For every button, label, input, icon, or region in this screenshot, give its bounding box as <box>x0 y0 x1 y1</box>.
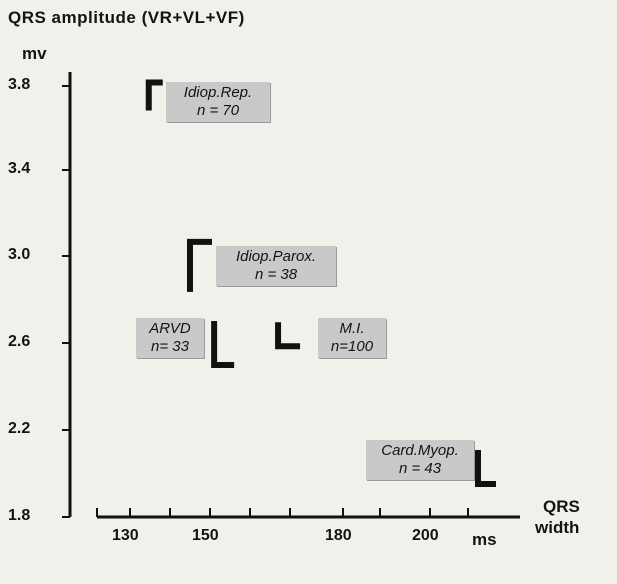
y-tick-label: 2.6 <box>8 333 31 350</box>
x-tick-label: 130 <box>112 527 139 544</box>
group-n: n = 43 <box>398 460 442 477</box>
x-tick-label: 150 <box>192 527 219 544</box>
chart-title: QRS amplitude (VR+VL+VF) <box>8 8 245 27</box>
y-tick-label: 3.8 <box>8 76 31 93</box>
y-tick-label: 2.2 <box>8 420 31 437</box>
data-mark <box>211 321 235 368</box>
data-mark <box>145 79 163 111</box>
x-tick-label: 200 <box>412 527 439 544</box>
group-n: n=100 <box>330 338 374 355</box>
group-n: n = 38 <box>254 266 298 283</box>
y-tick-label: 1.8 <box>8 507 31 524</box>
group-name: ARVD <box>149 320 191 337</box>
group-label: Idiop.Parox. n = 38 <box>216 246 336 286</box>
group-name: M.I. <box>339 320 365 337</box>
group-n: n = 70 <box>196 102 240 119</box>
x-axis-label-line1: QRS <box>543 497 580 516</box>
y-axis-label: mv <box>22 44 47 63</box>
group-label: Idiop.Rep. n = 70 <box>166 82 270 122</box>
group-label: M.I. n=100 <box>318 318 386 358</box>
y-tick-label: 3.0 <box>8 246 31 263</box>
group-name: Idiop.Parox. <box>235 248 317 265</box>
group-name: Idiop.Rep. <box>183 84 253 101</box>
data-mark <box>475 449 496 487</box>
data-mark <box>275 322 301 350</box>
group-label: Card.Myop. n = 43 <box>366 440 474 480</box>
group-n: n= 33 <box>151 338 189 355</box>
x-axis-unit: ms <box>472 530 497 549</box>
data-mark <box>187 238 212 292</box>
y-tick-label: 3.4 <box>8 160 31 177</box>
x-axis-label-line2: width <box>535 518 580 537</box>
x-tick-label: 180 <box>325 527 352 544</box>
group-label: ARVD n= 33 <box>136 318 204 358</box>
group-name: Card.Myop. <box>381 442 459 459</box>
